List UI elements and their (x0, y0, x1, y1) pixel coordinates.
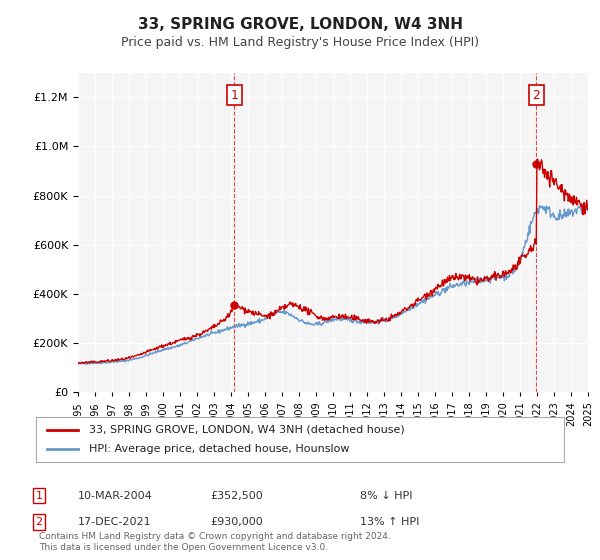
Text: 8% ↓ HPI: 8% ↓ HPI (360, 491, 413, 501)
Text: £930,000: £930,000 (210, 517, 263, 527)
Text: 33, SPRING GROVE, LONDON, W4 3NH: 33, SPRING GROVE, LONDON, W4 3NH (137, 17, 463, 32)
Text: 1: 1 (35, 491, 43, 501)
Text: HPI: Average price, detached house, Hounslow: HPI: Average price, detached house, Houn… (89, 445, 349, 455)
Text: Price paid vs. HM Land Registry's House Price Index (HPI): Price paid vs. HM Land Registry's House … (121, 36, 479, 49)
Text: 33, SPRING GROVE, LONDON, W4 3NH (detached house): 33, SPRING GROVE, LONDON, W4 3NH (detach… (89, 424, 404, 435)
Text: 10-MAR-2004: 10-MAR-2004 (78, 491, 153, 501)
Text: 2: 2 (532, 88, 540, 102)
Text: 17-DEC-2021: 17-DEC-2021 (78, 517, 152, 527)
Text: 1: 1 (230, 88, 238, 102)
Text: 13% ↑ HPI: 13% ↑ HPI (360, 517, 419, 527)
Text: Contains HM Land Registry data © Crown copyright and database right 2024.
This d: Contains HM Land Registry data © Crown c… (39, 532, 391, 552)
Text: 2: 2 (35, 517, 43, 527)
Text: £352,500: £352,500 (210, 491, 263, 501)
